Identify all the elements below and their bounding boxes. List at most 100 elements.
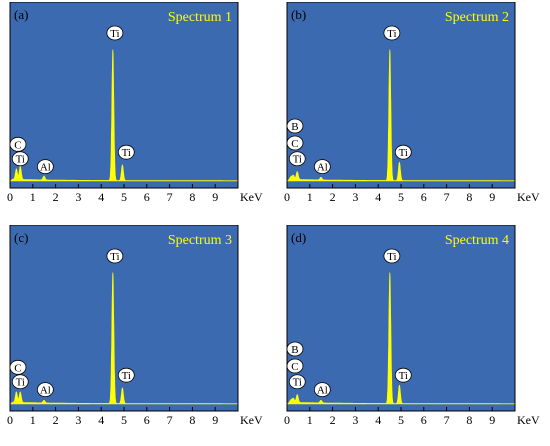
peak-label: Ti (122, 147, 131, 159)
peak-label-circle (394, 367, 412, 383)
peak-label: Ti (399, 370, 408, 382)
peak-label-circle (106, 248, 124, 264)
peak-label: Al (40, 385, 51, 397)
x-tick-label: 3 (352, 190, 358, 204)
peak-label: Ti (293, 154, 302, 166)
x-tick-label: 9 (212, 413, 218, 427)
spectrum-curve (286, 49, 516, 182)
spectrum-chart: BC Ti Al Ti Ti (b) Spectrum 2 0 1 2 3 4 5 6 7 8 9 KeV (284, 2, 540, 204)
panel-label: (b) (291, 7, 306, 22)
spectrum-chart: C Ti Al Ti Ti (a) Spectrum 1 0 1 2 3 4 5 6 7 8 9 KeV (7, 2, 263, 204)
x-tick-label: 7 (167, 190, 173, 204)
x-tick-label: 0 (284, 413, 290, 427)
peak-label: Ti (387, 28, 396, 40)
peak-label-circle (383, 248, 401, 264)
x-axis-unit: KeV (517, 413, 540, 427)
spectrum-curve (286, 272, 516, 405)
x-tick-label: 7 (444, 413, 450, 427)
spectrum-curve (9, 272, 239, 405)
spectrum-panel-b: B C Ti Al Ti Ti (b) Spectrum 2 0 1 2 3 4 5 6 7 8 9 KeV (282, 2, 547, 217)
peak-label: Al (40, 162, 51, 174)
x-tick-label: 6 (421, 413, 427, 427)
x-tick-label: 8 (466, 190, 472, 204)
x-tick-label: 6 (421, 190, 427, 204)
peak-label-circle (106, 25, 124, 41)
chart-title: Spectrum 1 (168, 10, 232, 25)
peak-label: Ti (122, 370, 131, 382)
x-tick-label: 1 (307, 190, 313, 204)
x-tick-label: 9 (212, 190, 218, 204)
peak-label: Ti (387, 251, 396, 263)
peak-label: Ti (16, 377, 25, 389)
x-tick-label: 1 (30, 190, 36, 204)
x-tick-label: 2 (330, 190, 336, 204)
peak-label-circle (36, 382, 54, 397)
peak-label-circle (286, 358, 304, 374)
x-tick-label: 0 (7, 190, 13, 204)
x-tick-label: 4 (375, 190, 381, 204)
x-tick-label: 4 (98, 413, 104, 427)
x-tick-label: 9 (489, 190, 495, 204)
x-tick-label: 3 (352, 413, 358, 427)
peak-label: Ti (110, 251, 119, 263)
x-tick-label: 9 (489, 413, 495, 427)
x-tick-label: 5 (121, 413, 127, 427)
x-tick-label: 6 (144, 413, 150, 427)
x-tick-label: 4 (98, 190, 104, 204)
peak-label-circle (288, 151, 306, 167)
spectrum-panel-a: C Ti Al Ti Ti (a) Spectrum 1 0 1 2 3 4 5 6 7 8 9 KeV (5, 2, 270, 217)
panel-label: (a) (14, 7, 28, 22)
peak-label: Al (317, 162, 328, 174)
peak-label: C (14, 362, 21, 374)
x-tick-label: 0 (284, 190, 290, 204)
x-tick-label: 2 (330, 413, 336, 427)
peak-label: Ti (16, 154, 25, 166)
peak-label-circle (288, 374, 306, 390)
panel-label: (c) (14, 230, 28, 245)
x-tick-label: 8 (189, 413, 195, 427)
x-axis-unit: KeV (517, 190, 540, 204)
spectrum-panel-c: C Ti Al Ti Ti (c) Spectrum 3 0 1 2 3 4 5 6 7 8 9 KeV (5, 225, 270, 440)
x-tick-label: 2 (53, 413, 59, 427)
x-tick-label: 2 (53, 190, 59, 204)
peak-label-circle (286, 341, 304, 357)
x-tick-label: 7 (444, 190, 450, 204)
peak-label-circle (11, 374, 29, 390)
x-tick-label: 3 (75, 190, 81, 204)
x-tick-label: 8 (466, 413, 472, 427)
x-tick-label: 3 (75, 413, 81, 427)
spectrum-chart: BC Ti Al Ti Ti (d) Spectrum 4 0 1 2 3 4 5 6 7 8 9 KeV (284, 225, 540, 427)
x-tick-label: 0 (7, 413, 13, 427)
chart-title: Spectrum 2 (445, 10, 509, 25)
peak-label: Al (317, 385, 328, 397)
peak-label-circle (383, 25, 401, 41)
peak-label-circle (313, 382, 331, 397)
peak-label-circle (9, 359, 27, 375)
peak-label-circle (286, 118, 304, 134)
peak-label-circle (36, 159, 54, 174)
x-axis-unit: KeV (240, 413, 263, 427)
peak-label: C (291, 361, 298, 373)
peak-label: B (291, 121, 298, 133)
x-tick-label: 5 (121, 190, 127, 204)
x-tick-label: 5 (398, 413, 404, 427)
peak-label-circle (313, 159, 331, 174)
peak-label-circle (117, 367, 135, 383)
peak-label: Ti (110, 28, 119, 40)
x-tick-label: 1 (30, 413, 36, 427)
peak-label: Ti (293, 377, 302, 389)
peak-label-circle (117, 144, 135, 160)
x-tick-label: 5 (398, 190, 404, 204)
peak-label-circle (11, 151, 29, 167)
spectrum-panel-d: B C Ti Al Ti Ti (d) Spectrum 4 0 1 2 3 4 5 6 7 8 9 KeV (282, 225, 547, 440)
chart-title: Spectrum 4 (445, 233, 509, 248)
x-tick-label: 6 (144, 190, 150, 204)
peak-label-circle (9, 136, 27, 152)
x-tick-label: 8 (189, 190, 195, 204)
spectrum-curve (9, 49, 239, 182)
peak-label: Ti (399, 147, 408, 159)
spectrum-chart: C Ti Al Ti Ti (c) Spectrum 3 0 1 2 3 4 5 6 7 8 9 KeV (7, 225, 263, 427)
peak-label: C (14, 139, 21, 151)
x-axis-unit: KeV (240, 190, 263, 204)
panel-label: (d) (291, 230, 306, 245)
